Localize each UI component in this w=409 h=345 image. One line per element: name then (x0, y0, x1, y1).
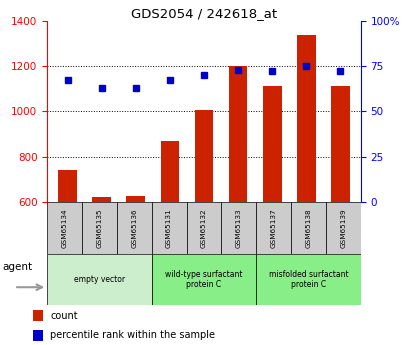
Bar (228, 66, 247, 202)
Bar (33, 310, 43, 321)
Text: GSM65137: GSM65137 (270, 208, 276, 247)
Text: GSM65134: GSM65134 (61, 208, 67, 247)
Bar (256, 202, 290, 254)
Bar (186, 202, 221, 254)
Bar (126, 196, 145, 202)
Bar (221, 202, 256, 254)
Text: GSM65132: GSM65132 (200, 208, 207, 247)
Bar (58, 170, 77, 202)
Bar (296, 36, 315, 202)
Text: agent: agent (2, 262, 32, 272)
Text: count: count (50, 310, 77, 321)
Bar (151, 254, 256, 305)
Bar (330, 86, 349, 202)
Bar (194, 110, 213, 202)
Text: GSM65131: GSM65131 (166, 208, 172, 247)
Bar (256, 254, 360, 305)
Text: GSM65135: GSM65135 (96, 208, 102, 247)
Text: GSM65139: GSM65139 (339, 208, 346, 247)
Bar (117, 202, 151, 254)
Bar (290, 202, 325, 254)
Bar (325, 202, 360, 254)
Bar (151, 202, 186, 254)
Text: GSM65136: GSM65136 (131, 208, 137, 247)
Text: GSM65138: GSM65138 (305, 208, 311, 247)
Text: percentile rank within the sample: percentile rank within the sample (50, 331, 214, 341)
Bar (82, 202, 117, 254)
Text: empty vector: empty vector (74, 275, 125, 284)
Bar (160, 141, 179, 202)
Bar (47, 202, 82, 254)
Text: wild-type surfactant
protein C: wild-type surfactant protein C (165, 270, 242, 289)
Bar (47, 254, 151, 305)
Title: GDS2054 / 242618_at: GDS2054 / 242618_at (130, 7, 276, 20)
Text: misfolded surfactant
protein C: misfolded surfactant protein C (268, 270, 348, 289)
Bar (33, 330, 43, 341)
Bar (92, 197, 111, 202)
Bar (262, 86, 281, 202)
Text: GSM65133: GSM65133 (235, 208, 241, 247)
